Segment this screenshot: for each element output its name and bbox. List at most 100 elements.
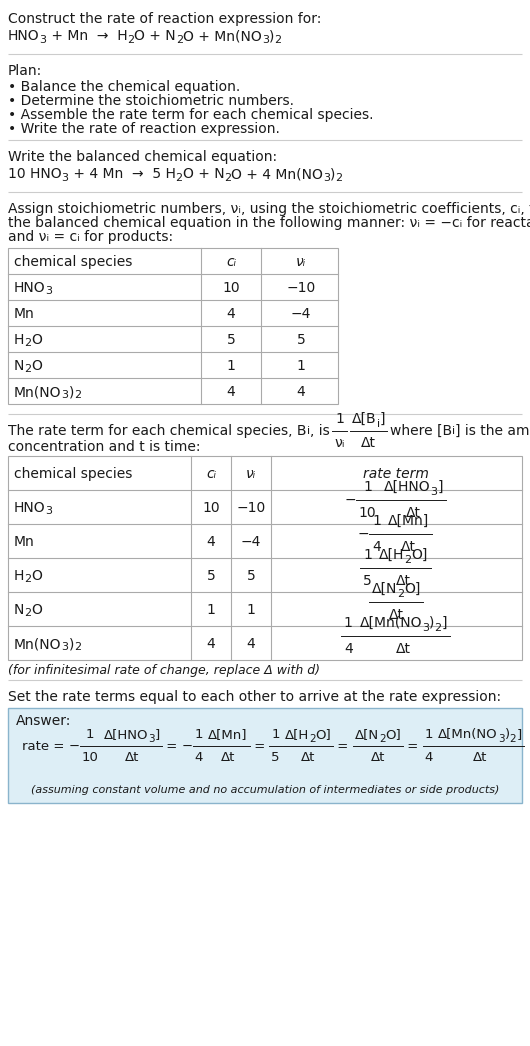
Text: 3: 3 [498, 734, 505, 744]
Text: where [B: where [B [390, 424, 452, 438]
Text: 4: 4 [227, 385, 235, 399]
Text: 4: 4 [372, 540, 381, 554]
Text: Δ[HNO: Δ[HNO [104, 728, 148, 741]
Text: N: N [14, 602, 24, 617]
Text: 3: 3 [61, 173, 68, 183]
Text: 10: 10 [222, 281, 240, 295]
Text: Δ[N: Δ[N [372, 582, 397, 596]
Text: 3: 3 [40, 35, 47, 45]
Text: • Write the rate of reaction expression.: • Write the rate of reaction expression. [8, 122, 280, 136]
Text: Mn(NO: Mn(NO [14, 637, 61, 651]
Text: Write the balanced chemical equation:: Write the balanced chemical equation: [8, 150, 277, 164]
Text: 2: 2 [404, 555, 411, 565]
Text: −: − [344, 493, 356, 507]
Text: 2: 2 [435, 623, 441, 633]
Text: ): ) [429, 616, 435, 630]
Text: ): ) [68, 637, 74, 651]
Text: i: i [376, 419, 379, 429]
Text: 4: 4 [207, 535, 215, 549]
Text: ]: ] [155, 728, 160, 741]
Text: , is: , is [310, 424, 329, 438]
Text: 4: 4 [195, 751, 203, 764]
Text: 3: 3 [61, 390, 68, 400]
Text: 4: 4 [207, 637, 215, 651]
Text: 1: 1 [344, 616, 352, 630]
Text: O]: O] [411, 548, 428, 562]
Text: Δt: Δt [401, 540, 416, 554]
Text: Δ[HNO: Δ[HNO [384, 480, 430, 494]
Text: 3: 3 [46, 286, 52, 296]
Text: O: O [31, 359, 42, 373]
Text: 1: 1 [86, 728, 94, 741]
Text: −10: −10 [236, 501, 266, 515]
Text: rate =: rate = [22, 740, 68, 752]
Text: 3: 3 [323, 173, 330, 183]
Text: 2: 2 [224, 173, 232, 183]
Text: Δt: Δt [396, 574, 411, 588]
Text: Answer:: Answer: [16, 714, 72, 728]
Text: 1: 1 [246, 602, 255, 617]
Text: =: = [250, 740, 269, 752]
Text: −: − [181, 740, 192, 752]
Text: chemical species: chemical species [14, 467, 132, 481]
Text: 5: 5 [271, 751, 280, 764]
Text: 10: 10 [359, 506, 376, 520]
Text: 3: 3 [422, 623, 429, 633]
Text: HNO: HNO [14, 281, 46, 295]
Text: ): ) [269, 29, 274, 43]
Text: O + 4 Mn(NO: O + 4 Mn(NO [232, 167, 323, 181]
Text: Δt: Δt [388, 608, 403, 622]
Text: Δ[N: Δ[N [355, 728, 379, 741]
Text: 2: 2 [510, 734, 516, 744]
Text: 10: 10 [202, 501, 220, 515]
Text: (for infinitesimal rate of change, replace Δ with d): (for infinitesimal rate of change, repla… [8, 664, 320, 677]
Text: ]: ] [516, 728, 522, 741]
Text: i: i [452, 426, 455, 436]
Text: Δt: Δt [473, 751, 487, 764]
Text: Δ[Mn(NO: Δ[Mn(NO [438, 728, 498, 741]
Text: N: N [14, 359, 24, 373]
Text: 1: 1 [226, 359, 235, 373]
Text: 2: 2 [176, 35, 183, 45]
Text: • Assemble the rate term for each chemical species.: • Assemble the rate term for each chemic… [8, 108, 374, 122]
Text: ]: ] [379, 412, 385, 426]
Text: 1: 1 [335, 412, 344, 426]
Text: Δt: Δt [220, 751, 235, 764]
Text: • Balance the chemical equation.: • Balance the chemical equation. [8, 79, 240, 94]
Text: 5: 5 [363, 574, 372, 588]
Text: O]: O] [315, 728, 331, 741]
Text: (assuming constant volume and no accumulation of intermediates or side products): (assuming constant volume and no accumul… [31, 784, 499, 795]
Text: −4: −4 [291, 306, 311, 321]
Text: 5: 5 [227, 333, 235, 347]
Text: Δ[Mn]: Δ[Mn] [388, 514, 429, 528]
Text: 1: 1 [363, 480, 372, 494]
Text: ): ) [68, 385, 74, 399]
Text: 5: 5 [207, 569, 215, 583]
Text: 2: 2 [379, 734, 385, 744]
Text: 1: 1 [271, 728, 280, 741]
Text: 4: 4 [344, 642, 352, 656]
Text: 1: 1 [297, 359, 305, 373]
Text: 3: 3 [262, 35, 269, 45]
Text: 2: 2 [74, 642, 81, 652]
Text: ]: ] [437, 480, 443, 494]
Text: Mn(NO: Mn(NO [14, 385, 61, 399]
Text: rate term: rate term [363, 467, 429, 481]
Text: cᵢ: cᵢ [226, 255, 236, 269]
Text: O: O [31, 602, 42, 617]
Text: 2: 2 [24, 338, 31, 348]
Text: νᵢ: νᵢ [296, 255, 306, 269]
Text: • Determine the stoichiometric numbers.: • Determine the stoichiometric numbers. [8, 94, 294, 108]
Text: Δt: Δt [396, 642, 411, 656]
Text: Assign stoichiometric numbers, νᵢ, using the stoichiometric coefficients, cᵢ, fr: Assign stoichiometric numbers, νᵢ, using… [8, 202, 530, 217]
Text: and νᵢ = cᵢ for products:: and νᵢ = cᵢ for products: [8, 230, 173, 244]
Text: O]: O] [404, 582, 420, 596]
Text: Δ[B: Δ[B [352, 412, 376, 426]
Text: 2: 2 [127, 35, 135, 45]
Text: 4: 4 [297, 385, 305, 399]
Text: 1: 1 [372, 514, 381, 528]
Text: the balanced chemical equation in the following manner: νᵢ = −cᵢ for reactants: the balanced chemical equation in the fo… [8, 217, 530, 230]
Text: 2: 2 [74, 390, 81, 400]
Text: Δ[H: Δ[H [285, 728, 309, 741]
Text: 2: 2 [335, 173, 343, 183]
